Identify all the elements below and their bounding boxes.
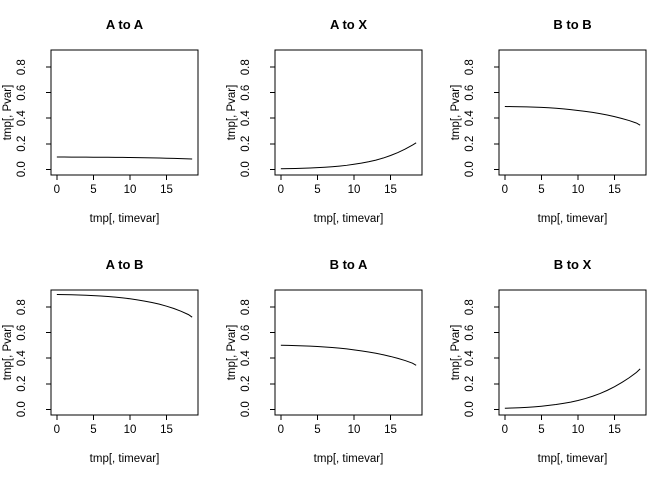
x-tick-label: 5 (538, 424, 544, 436)
x-tick-label: 5 (90, 424, 96, 436)
x-tick-label: 5 (538, 184, 544, 196)
panel-a-to-b: A to B 0 5 10 15 0.0 0.2 0.4 0.6 0.8 tmp[, timevar… (0, 240, 224, 480)
x-tick-label: 0 (54, 184, 60, 196)
x-tick-label: 10 (348, 424, 361, 436)
plot-title: A to B (106, 257, 144, 272)
data-line (504, 368, 641, 409)
x-tick-label: 0 (54, 424, 60, 436)
plot-box (498, 49, 647, 176)
x-tick-label: 10 (572, 424, 585, 436)
y-tick-label: 0.8 (464, 59, 476, 75)
x-tick-label: 15 (384, 184, 397, 196)
subplot-svg: A to B 0 5 10 15 0.0 0.2 0.4 0.6 0.8 tmp[, timevar… (2, 257, 199, 465)
panel-a-to-a: A to A 0 5 10 15 0.0 0.2 0.4 0.6 0.8 tmp[, timevar… (0, 0, 224, 240)
x-axis-label: tmp[, timevar] (90, 213, 160, 225)
y-tick-label: 0.4 (464, 110, 476, 127)
y-tick-label: 0.6 (16, 85, 28, 101)
y-axis-label: tmp[, Pvar] (2, 85, 14, 141)
y-tick-label: 0.4 (16, 350, 28, 367)
subplot-svg: B to X 0 5 10 15 0.0 0.2 0.4 0.6 0.8 tmp[, timevar… (450, 257, 647, 465)
subplot-svg: A to X 0 5 10 15 0.0 0.2 0.4 0.6 0.8 tmp[, timevar… (226, 17, 423, 225)
x-axis-label: tmp[, timevar] (314, 213, 384, 225)
plot-box (50, 49, 199, 176)
y-tick-label: 0.8 (16, 299, 28, 315)
data-line (280, 344, 417, 366)
plot-title: A to A (106, 17, 144, 32)
x-tick-label: 10 (124, 184, 137, 196)
y-tick-label: 0.2 (464, 376, 476, 392)
plot-title: B to B (553, 17, 591, 32)
y-tick-label: 0.2 (16, 376, 28, 392)
x-axis-label: tmp[, timevar] (90, 453, 160, 465)
x-tick-label: 5 (90, 184, 96, 196)
subplot-svg: B to A 0 5 10 15 0.0 0.2 0.4 0.6 0.8 tmp[, timevar… (226, 257, 423, 465)
x-tick-label: 10 (348, 184, 361, 196)
x-tick-label: 0 (502, 424, 508, 436)
x-tick-label: 10 (572, 184, 585, 196)
panel-b-to-x: B to X 0 5 10 15 0.0 0.2 0.4 0.6 0.8 tmp[, timevar… (448, 240, 672, 480)
x-tick-label: 15 (160, 424, 173, 436)
y-tick-label: 0.2 (240, 376, 252, 392)
x-axis-label: tmp[, timevar] (314, 453, 384, 465)
y-tick-label: 0.8 (16, 59, 28, 75)
plot-box (50, 289, 199, 416)
plot-title: B to X (554, 257, 592, 272)
y-tick-label: 0.2 (240, 136, 252, 152)
y-tick-label: 0.0 (16, 161, 28, 177)
x-tick-label: 0 (278, 424, 284, 436)
x-tick-label: 15 (608, 424, 621, 436)
x-tick-label: 0 (502, 184, 508, 196)
y-axis-label: tmp[, Pvar] (450, 325, 462, 381)
y-axis-label: tmp[, Pvar] (226, 85, 238, 141)
data-line (504, 106, 641, 126)
x-tick-label: 15 (608, 184, 621, 196)
y-tick-label: 0.4 (240, 110, 252, 127)
x-axis-label: tmp[, timevar] (538, 213, 608, 225)
y-tick-label: 0.0 (240, 161, 252, 177)
plot-box (498, 289, 647, 416)
y-axis-label: tmp[, Pvar] (2, 325, 14, 381)
y-tick-label: 0.0 (464, 161, 476, 177)
y-tick-label: 0.2 (16, 136, 28, 152)
y-tick-label: 0.4 (240, 350, 252, 367)
x-tick-label: 5 (314, 424, 320, 436)
y-tick-label: 0.6 (240, 325, 252, 341)
y-tick-label: 0.0 (464, 401, 476, 417)
data-line (56, 293, 193, 318)
y-tick-label: 0.0 (16, 401, 28, 417)
data-line (56, 156, 193, 160)
plot-box (274, 289, 423, 416)
y-tick-label: 0.6 (16, 325, 28, 341)
panel-b-to-b: B to B 0 5 10 15 0.0 0.2 0.4 0.6 0.8 tmp[, timevar… (448, 0, 672, 240)
y-axis-label: tmp[, Pvar] (226, 325, 238, 381)
y-tick-label: 0.6 (464, 85, 476, 101)
y-axis-label: tmp[, Pvar] (450, 85, 462, 141)
y-tick-label: 0.6 (464, 325, 476, 341)
subplot-svg: B to B 0 5 10 15 0.0 0.2 0.4 0.6 0.8 tmp[, timevar… (450, 17, 647, 225)
y-tick-label: 0.8 (240, 59, 252, 75)
data-line (280, 142, 417, 170)
plot-title: B to A (330, 257, 368, 272)
panel-a-to-x: A to X 0 5 10 15 0.0 0.2 0.4 0.6 0.8 tmp[, timevar… (224, 0, 448, 240)
y-tick-label: 0.4 (16, 110, 28, 127)
panel-b-to-a: B to A 0 5 10 15 0.0 0.2 0.4 0.6 0.8 tmp[, timevar… (224, 240, 448, 480)
x-tick-label: 0 (278, 184, 284, 196)
y-tick-label: 0.8 (464, 299, 476, 315)
x-tick-label: 5 (314, 184, 320, 196)
x-tick-label: 10 (124, 424, 137, 436)
plot-box (274, 49, 423, 176)
x-axis-label: tmp[, timevar] (538, 453, 608, 465)
plot-title: A to X (330, 17, 367, 32)
y-tick-label: 0.8 (240, 299, 252, 315)
y-tick-label: 0.6 (240, 85, 252, 101)
y-tick-label: 0.4 (464, 350, 476, 367)
y-tick-label: 0.2 (464, 136, 476, 152)
subplot-svg: A to A 0 5 10 15 0.0 0.2 0.4 0.6 0.8 tmp[, timevar… (2, 17, 199, 225)
x-tick-label: 15 (384, 424, 397, 436)
x-tick-label: 15 (160, 184, 173, 196)
y-tick-label: 0.0 (240, 401, 252, 417)
